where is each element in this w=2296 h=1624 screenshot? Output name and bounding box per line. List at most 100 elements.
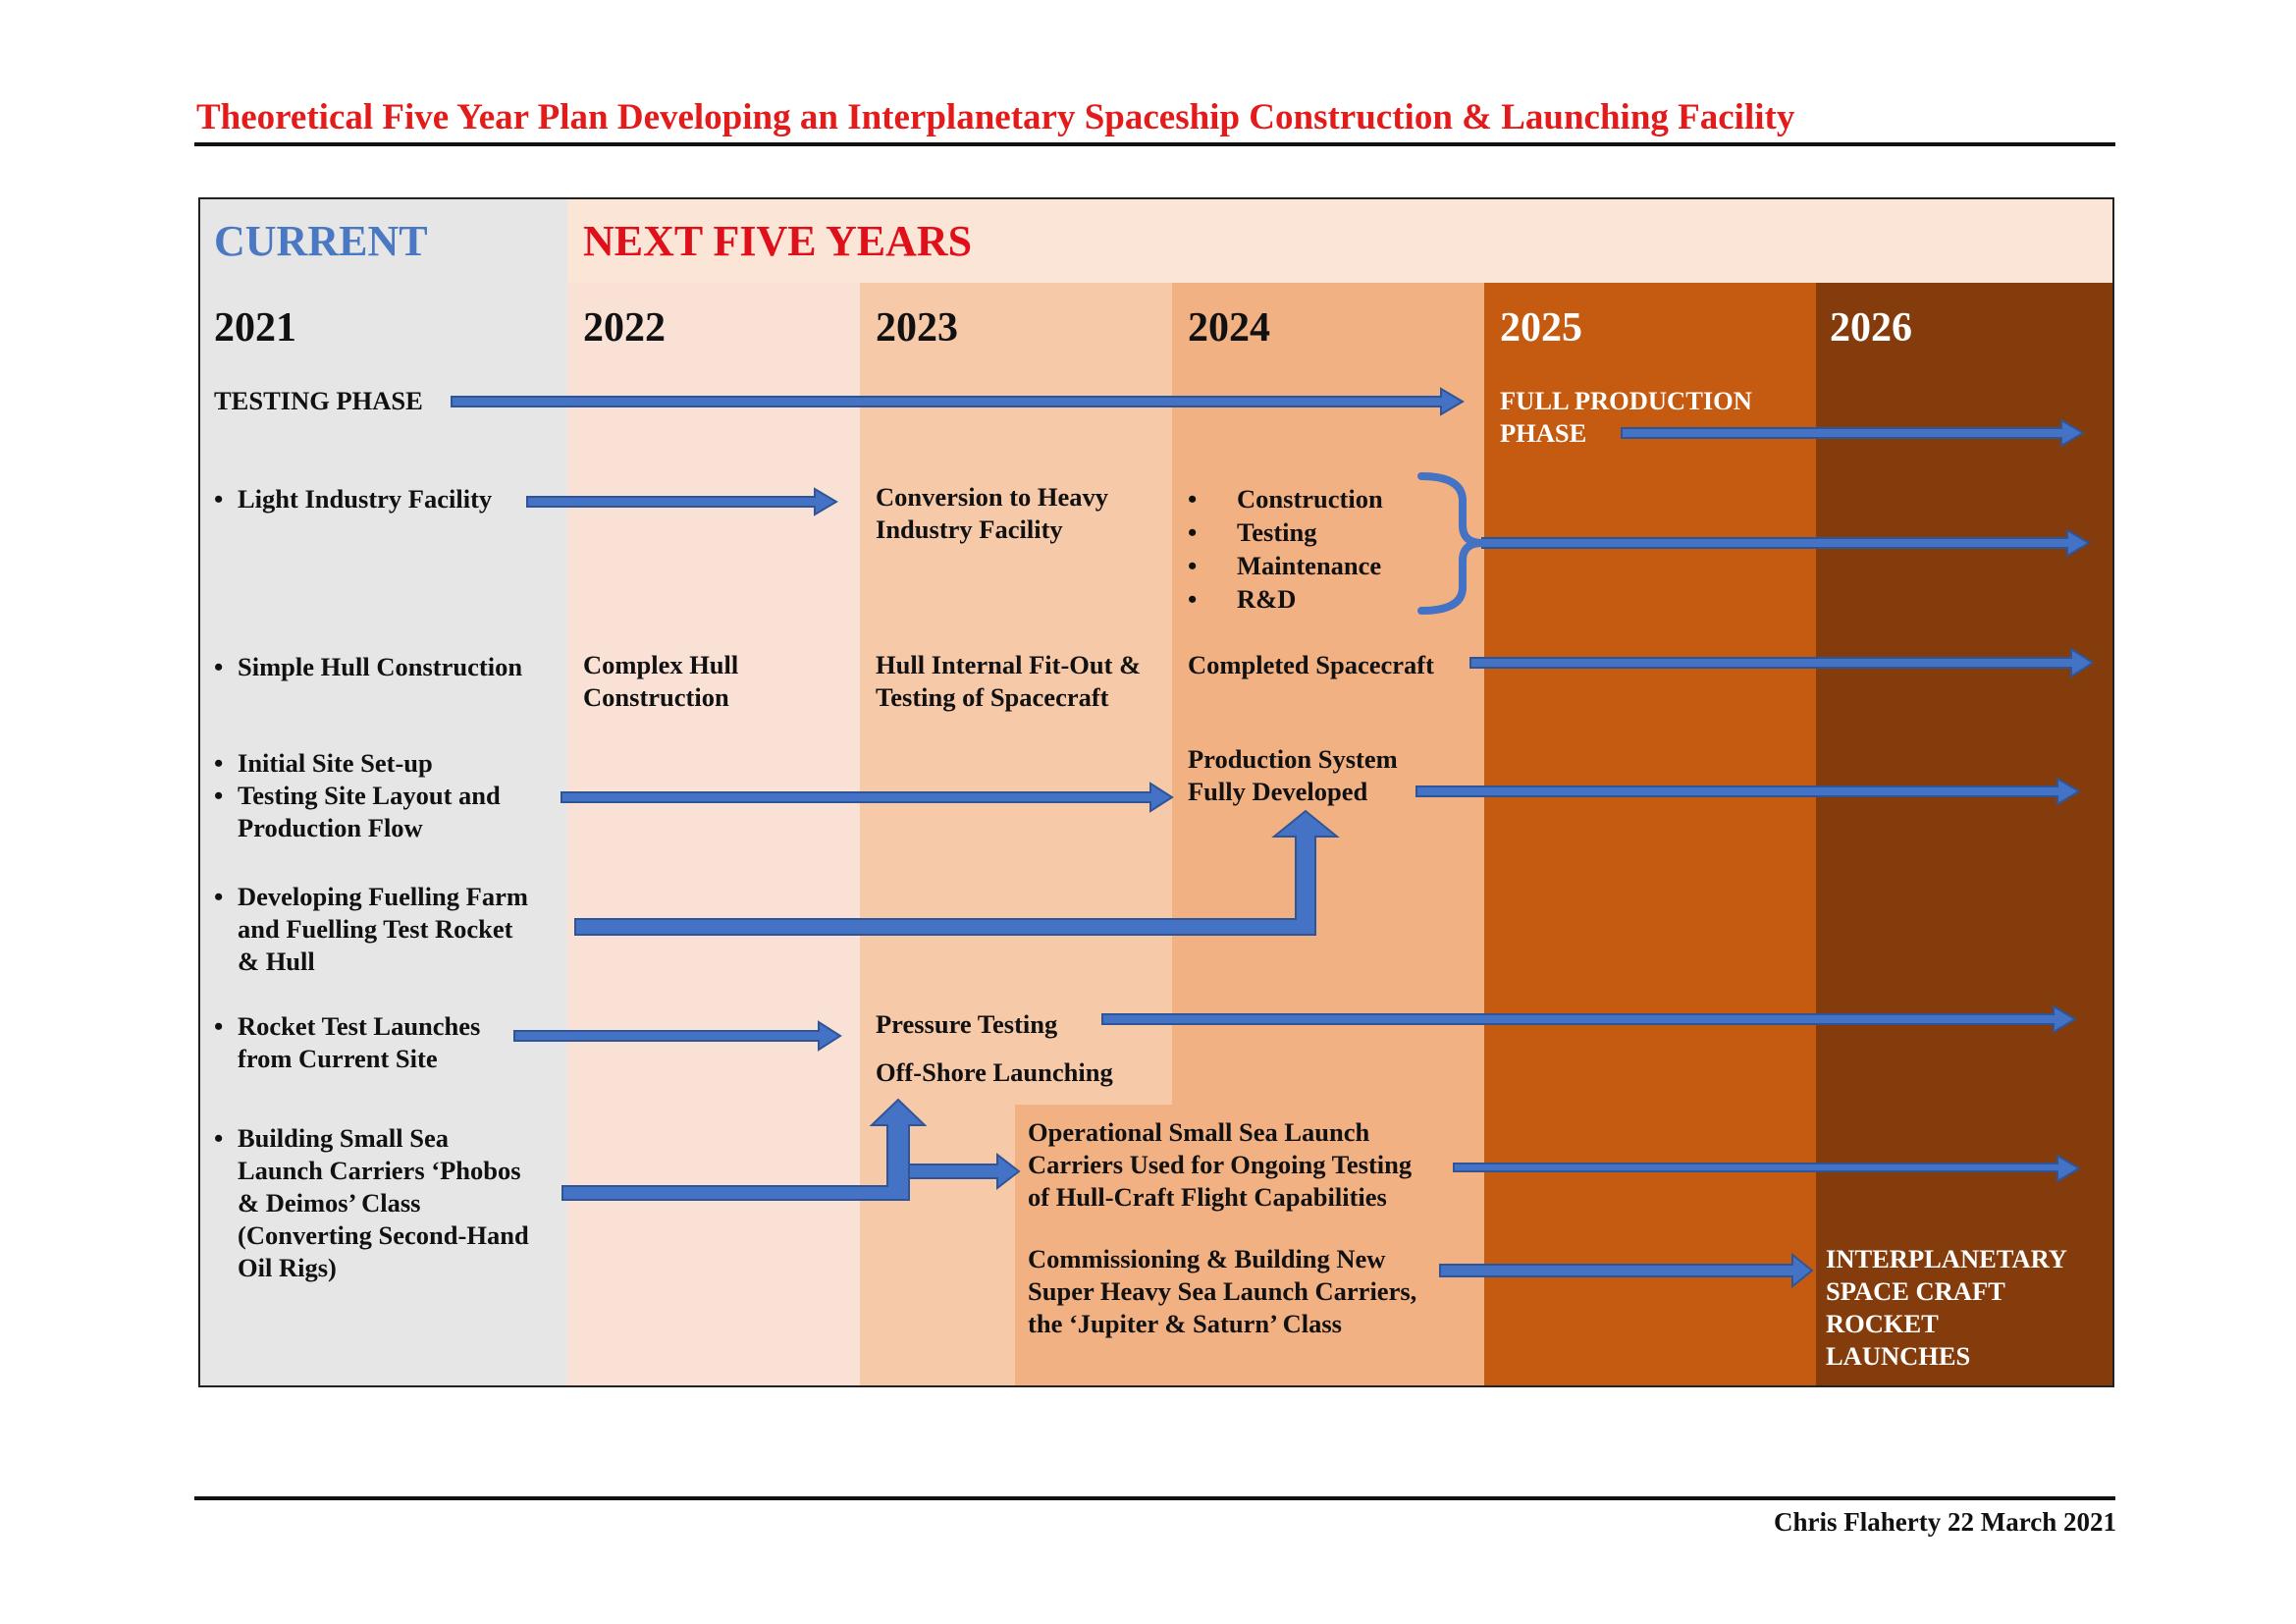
sea-carriers-line-2: Launch Carriers ‘Phobos [238,1156,521,1185]
launches-line-4: LAUNCHES [1826,1341,1971,1371]
commissioning-line-2: Super Heavy Sea Launch Carriers, [1028,1276,1417,1306]
complex-hull-label: Complex Hull Construction [583,649,738,714]
operational-line-1: Operational Small Sea Launch [1028,1117,1370,1147]
full-production-line-1: FULL PRODUCTION [1500,386,1752,415]
bullet-fuelling: • [214,882,224,911]
production-system-line-2: Fully Developed [1188,777,1368,806]
year-2024: 2024 [1188,305,1270,351]
arrow-site-setup [561,782,1174,813]
site-setup-label: Initial Site Set-up [238,748,433,778]
rocket-tests-line-1: Rocket Test Launches [238,1011,481,1041]
fuelling-line-1: Developing Fuelling Farm [238,882,528,911]
interplanetary-launches-label: INTERPLANETARY SPACE CRAFT ROCKET LAUNCH… [1826,1243,2067,1373]
arrow-fuelling [574,809,1340,936]
commissioning-line-3: the ‘Jupiter & Saturn’ Class [1028,1309,1342,1338]
bullet-sea-carriers: • [214,1123,224,1153]
next-five-years-header: NEXT FIVE YEARS [583,217,973,265]
page-title: Theoretical Five Year Plan Developing an… [196,97,1795,137]
column-2026-bg [1816,283,2112,1385]
activity-construction: Construction [1237,484,1383,514]
year-2026: 2026 [1830,305,1912,351]
arrow-testing-phase [451,387,1465,416]
fuelling-label: Developing Fuelling Farm and Fuelling Te… [238,881,528,978]
arrow-operational [1453,1154,2081,1183]
bullet-site-layout: • [214,781,224,810]
conversion-label: Conversion to Heavy Industry Facility [876,481,1108,546]
bullet-construction: • [1188,484,1198,514]
site-layout-line-2: Production Flow [238,813,423,842]
activity-testing: Testing [1237,517,1317,547]
timeline-diagram [198,197,2114,1387]
year-2025: 2025 [1500,305,1582,351]
bullet-rnd: • [1188,584,1198,614]
sea-carriers-line-5: Oil Rigs) [238,1253,337,1282]
commissioning-line-1: Commissioning & Building New [1028,1244,1386,1273]
current-header: CURRENT [214,217,428,265]
conversion-line-2: Industry Facility [876,514,1063,544]
sea-carriers-line-3: & Deimos’ Class [238,1188,421,1218]
launches-line-3: ROCKET [1826,1309,1939,1338]
arrow-production-system [1415,777,2081,806]
header-band-bg [567,199,2112,283]
full-production-line-2: PHASE [1500,418,1587,448]
operational-carriers-label: Operational Small Sea Launch Carriers Us… [1028,1116,1412,1214]
bullet-simple-hull: • [214,652,224,681]
arrow-completed-spacecraft [1469,647,2095,678]
arrow-pressure-testing [1101,1004,2077,1034]
year-2022: 2022 [583,305,666,351]
bullet-testing: • [1188,517,1198,547]
column-2022-bg [567,283,860,1385]
sea-carriers-label: Building Small Sea Launch Carriers ‘Phob… [238,1122,529,1284]
arrow-to-operational [908,1152,1021,1191]
arrow-sea-carriers [561,1098,928,1201]
site-layout-line-1: Testing Site Layout and [238,781,501,810]
year-2023: 2023 [876,305,958,351]
launches-line-1: INTERPLANETARY [1826,1244,2067,1273]
fit-out-line-1: Hull Internal Fit-Out & [876,650,1142,679]
fit-out-line-2: Testing of Spacecraft [876,682,1109,712]
arrow-light-industry [526,487,838,516]
pressure-testing-label: Pressure Testing [876,1009,1058,1039]
arrow-commissioning [1439,1252,1814,1289]
sea-carriers-line-1: Building Small Sea [238,1123,450,1153]
light-industry-label: Light Industry Facility [238,484,493,514]
title-rule [194,142,2115,146]
activity-maintenance: Maintenance [1237,551,1382,580]
complex-hull-line-1: Complex Hull [583,650,739,679]
conversion-line-1: Conversion to Heavy [876,482,1109,512]
activity-rnd: R&D [1237,584,1297,614]
bullet-site-setup: • [214,748,224,778]
bullet-rocket-tests: • [214,1011,224,1041]
arrow-full-production [1621,418,2085,448]
full-production-phase-label: FULL PRODUCTION PHASE [1500,385,1752,450]
simple-hull-label: Simple Hull Construction [238,652,523,681]
commissioning-label: Commissioning & Building New Super Heavy… [1028,1243,1416,1340]
site-layout-label: Testing Site Layout and Production Flow [238,780,501,844]
offshore-launching-label: Off-Shore Launching [876,1057,1113,1087]
testing-phase-label: TESTING PHASE [214,386,423,415]
production-system-label: Production System Fully Developed [1188,743,1398,808]
sea-carrier-band-bg [1015,1105,1172,1385]
arrow-activities [1481,528,2091,558]
operational-line-3: of Hull-Craft Flight Capabilities [1028,1182,1387,1212]
bullet-maintenance: • [1188,551,1198,580]
sea-carriers-line-4: (Converting Second-Hand [238,1220,529,1250]
fuelling-line-2: and Fuelling Test Rocket [238,914,513,944]
operational-line-2: Carriers Used for Ongoing Testing [1028,1150,1413,1179]
production-system-line-1: Production System [1188,744,1398,774]
arrow-rocket-tests [513,1020,842,1052]
complex-hull-line-2: Construction [583,682,729,712]
bullet-light-industry: • [214,484,224,514]
activities-brace [1417,472,1486,615]
footer-rule [194,1496,2115,1500]
launches-line-2: SPACE CRAFT [1826,1276,2005,1306]
column-2025-bg [1484,283,1816,1385]
fuelling-line-3: & Hull [238,947,315,976]
rocket-tests-line-2: from Current Site [238,1044,438,1073]
rocket-tests-label: Rocket Test Launches from Current Site [238,1010,480,1075]
completed-spacecraft-label: Completed Spacecraft [1188,650,1434,679]
year-2021: 2021 [214,305,296,351]
fit-out-label: Hull Internal Fit-Out & Testing of Space… [876,649,1141,714]
footer-author-date: Chris Flaherty 22 March 2021 [1774,1507,2116,1537]
